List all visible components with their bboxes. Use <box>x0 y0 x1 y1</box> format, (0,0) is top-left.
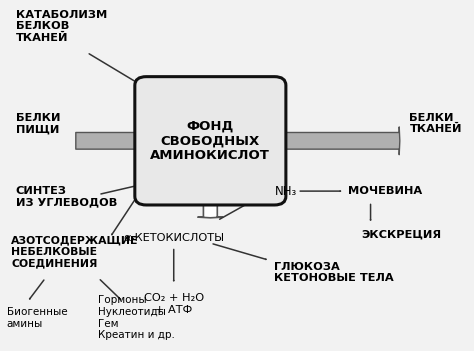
Text: БЕЛКИ
ПИЩИ: БЕЛКИ ПИЩИ <box>16 113 60 134</box>
Text: ФОНД
СВОБОДНЫХ
АМИНОКИСЛОТ: ФОНД СВОБОДНЫХ АМИНОКИСЛОТ <box>150 119 270 162</box>
Text: Биогенные
амины: Биогенные амины <box>7 307 67 329</box>
Text: КАТАБОЛИЗМ
БЕЛКОВ
ТКАНЕЙ: КАТАБОЛИЗМ БЕЛКОВ ТКАНЕЙ <box>16 10 107 43</box>
Text: NH₃: NH₃ <box>274 185 297 198</box>
Text: СИНТЕЗ
ИЗ УГЛЕВОДОВ: СИНТЕЗ ИЗ УГЛЕВОДОВ <box>16 186 117 207</box>
Text: α-КЕТОКИСЛОТЫ: α-КЕТОКИСЛОТЫ <box>123 233 224 243</box>
Text: АЗОТСОДЕРЖАЩИЕ
НЕБЕЛКОВЫЕ
СОЕДИНЕНИЯ: АЗОТСОДЕРЖАЩИЕ НЕБЕЛКОВЫЕ СОЕДИНЕНИЯ <box>11 235 138 269</box>
Text: Гормоны
Нуклеотиды
Гем
Креатин и др.: Гормоны Нуклеотиды Гем Креатин и др. <box>98 295 175 340</box>
FancyBboxPatch shape <box>135 77 286 205</box>
Text: ЭКСКРЕЦИЯ: ЭКСКРЕЦИЯ <box>361 230 442 239</box>
Text: МОЧЕВИНА: МОЧЕВИНА <box>347 186 422 196</box>
Text: БЕЛКИ
ТКАНЕЙ: БЕЛКИ ТКАНЕЙ <box>410 113 462 134</box>
Text: ГЛЮКОЗА
КЕТОНОВЫЕ ТЕЛА: ГЛЮКОЗА КЕТОНОВЫЕ ТЕЛА <box>274 262 394 283</box>
Text: CO₂ + H₂O
+ АТФ: CO₂ + H₂O + АТФ <box>144 293 204 314</box>
